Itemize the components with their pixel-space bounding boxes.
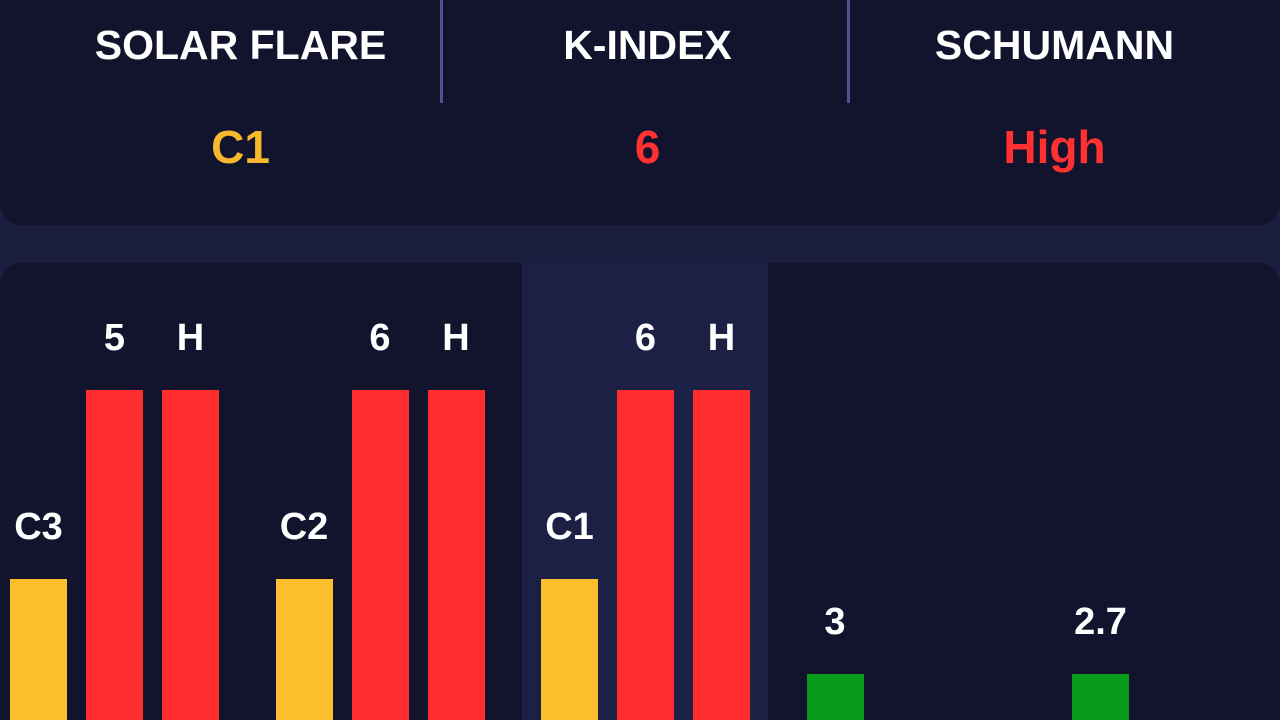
metric-column: SOLAR FLARE C1	[37, 0, 444, 225]
bar-label: 2.7	[1074, 601, 1127, 643]
metric-value: High	[1003, 121, 1106, 173]
metric-title: SOLAR FLARE	[94, 22, 387, 68]
bar-label: H	[442, 317, 470, 359]
bar	[693, 390, 750, 720]
current-panel: SOLAR FLARE C1 K-INDEX 6 SCHUMANN High	[0, 0, 1280, 225]
bar-label: C2	[279, 506, 329, 548]
bar-label: H	[176, 317, 205, 359]
metric-title: K-INDEX	[563, 22, 732, 68]
history-panel: C3 5 H C2 6 H C1 6 H 3 2.7	[0, 263, 1280, 720]
bar	[351, 390, 409, 720]
bar	[275, 579, 333, 720]
bar	[427, 390, 485, 720]
metric-title: SCHUMANN	[934, 22, 1175, 68]
bar-label: C1	[545, 506, 594, 548]
bar	[86, 390, 143, 720]
metric-value: C1	[211, 121, 270, 173]
bar-label: 3	[824, 601, 846, 643]
bar	[162, 390, 219, 720]
bar-label: H	[707, 317, 736, 359]
bar-label: 5	[103, 317, 126, 359]
metric-column: K-INDEX 6	[444, 0, 851, 225]
bar	[1072, 674, 1129, 720]
bar-label: 6	[369, 317, 391, 359]
column-divider	[440, 0, 443, 103]
bar	[617, 390, 674, 720]
metric-column: SCHUMANN High	[851, 0, 1258, 225]
bar	[806, 674, 864, 720]
bar	[541, 579, 598, 720]
metric-value: 6	[634, 121, 661, 173]
bar-label: 6	[634, 317, 657, 359]
bar	[10, 579, 67, 720]
bar-label: C3	[14, 506, 63, 548]
column-divider	[847, 0, 850, 103]
